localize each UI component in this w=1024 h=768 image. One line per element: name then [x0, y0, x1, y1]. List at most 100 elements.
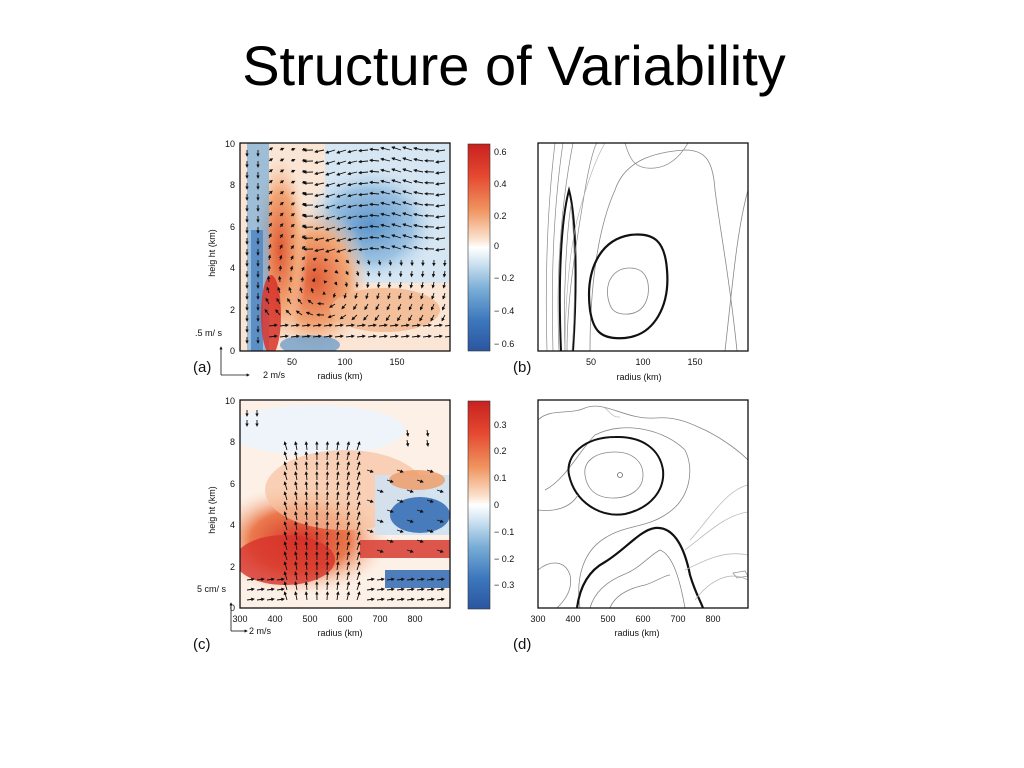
wind-vector — [397, 303, 402, 311]
wind-vector — [355, 270, 360, 277]
wind-vector — [304, 501, 309, 511]
wind-vector — [413, 146, 424, 151]
wind-vector — [356, 471, 361, 481]
wind-vector — [290, 213, 296, 217]
wind-vector — [336, 561, 340, 571]
wind-vector — [304, 541, 309, 551]
wind-vector — [314, 149, 325, 154]
wind-vector — [346, 471, 351, 481]
wind-vector — [294, 501, 298, 511]
wind-vector — [268, 190, 273, 195]
wind-vector — [396, 469, 404, 473]
wind-vector — [336, 441, 340, 451]
wind-vector — [325, 160, 336, 165]
wind-vector — [406, 597, 415, 602]
wind-vector — [435, 149, 446, 153]
wind-vector — [334, 269, 339, 274]
y-tick: 6 — [230, 222, 235, 232]
wind-vector — [376, 519, 384, 523]
colorbar-tick: 0.2 — [494, 211, 507, 221]
wind-vector — [416, 587, 425, 592]
wind-vector — [325, 237, 336, 242]
wind-vector — [435, 215, 446, 219]
y-axis-label: heig ht (km) — [207, 229, 217, 277]
wind-vector — [325, 481, 330, 491]
wind-vector — [413, 168, 424, 173]
wind-vector — [278, 265, 283, 272]
wind-vector — [396, 577, 405, 582]
panel-a-field — [240, 143, 450, 351]
wind-vector — [325, 571, 330, 581]
wind-vector — [336, 193, 347, 198]
wind-vector — [391, 234, 402, 239]
wind-vector — [268, 179, 273, 184]
wind-vector — [420, 281, 425, 289]
wind-vector — [275, 309, 281, 316]
wind-vector — [294, 521, 298, 531]
wind-vector — [366, 597, 375, 602]
wind-vector — [266, 286, 270, 294]
wind-vector — [356, 481, 361, 491]
wind-vector — [380, 223, 391, 228]
wind-vector — [268, 233, 272, 239]
wind-vector — [411, 323, 421, 328]
wind-vector — [294, 491, 298, 501]
wind-vector — [369, 224, 380, 229]
wind-vector — [304, 481, 309, 491]
wind-vector — [279, 212, 284, 217]
wind-vector — [380, 168, 391, 173]
wind-vector — [376, 549, 384, 553]
wind-vector — [256, 597, 265, 602]
wind-vector — [266, 597, 275, 602]
wind-vector — [426, 529, 434, 533]
x-tick: 400 — [267, 614, 282, 624]
wind-vector — [406, 577, 415, 582]
wind-vector — [256, 587, 265, 592]
wind-vector — [347, 193, 358, 198]
wind-vector — [312, 268, 317, 272]
wind-vector — [431, 292, 435, 300]
wind-vector — [294, 461, 298, 471]
wind-vector — [367, 334, 377, 339]
wind-vector — [386, 587, 395, 592]
x-tick: 600 — [635, 614, 650, 624]
wind-vector — [279, 158, 285, 162]
wind-vector — [346, 571, 351, 581]
wind-vector — [366, 587, 375, 592]
wind-vector — [380, 190, 391, 195]
wind-vector — [339, 314, 347, 320]
wind-vector — [325, 521, 330, 531]
panel-label: (a) — [193, 359, 211, 376]
wind-vector — [323, 334, 333, 339]
wind-vector — [380, 245, 391, 250]
colorbar-tick: − 0.2 — [494, 554, 514, 564]
wind-vector — [304, 491, 309, 501]
wind-vector — [391, 146, 402, 151]
wind-vector — [409, 292, 413, 300]
x-tick: 400 — [565, 614, 580, 624]
x-tick: 700 — [670, 614, 685, 624]
wind-vector — [356, 259, 360, 265]
wind-vector — [413, 223, 424, 228]
x-tick: 100 — [635, 357, 650, 367]
wind-vector — [369, 213, 380, 218]
wind-vector — [336, 171, 347, 176]
wind-vector — [442, 281, 446, 289]
wind-vector — [334, 258, 340, 262]
wind-vector — [279, 323, 289, 328]
colorbar-tick: − 0.2 — [494, 273, 514, 283]
wind-vector — [356, 571, 361, 581]
wind-vector — [304, 451, 309, 461]
wind-vector — [299, 287, 303, 294]
wind-vector — [396, 529, 404, 533]
wind-vector — [294, 471, 298, 481]
colorbar-tick: 0 — [494, 241, 499, 251]
y-tick: 10 — [225, 396, 235, 406]
wind-vector — [294, 571, 298, 581]
panel-label: (c) — [193, 636, 211, 653]
wind-vector — [327, 314, 336, 319]
wind-vector — [346, 561, 351, 571]
wind-vector — [325, 531, 330, 541]
wind-vector — [279, 201, 284, 206]
wind-vector — [290, 169, 296, 174]
